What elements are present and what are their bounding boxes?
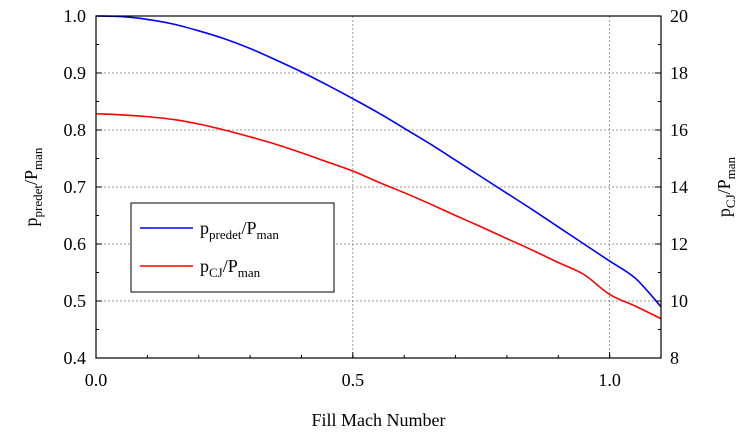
right-axis-title-sub2: man [723, 156, 738, 179]
legend-ppredet-sub2: man [257, 227, 280, 242]
left-axis-title-sub2: man [30, 147, 45, 170]
tick-marks [95, 15, 661, 359]
left-tick-label: 0.5 [64, 291, 87, 311]
right-tick-label: 12 [670, 234, 688, 254]
series-line-ppredet [95, 15, 662, 308]
right-tick-label: 8 [670, 348, 679, 368]
tick-labels: 0.4 0.5 0.6 0.7 0.8 0.9 1.0 8 10 12 14 16 18 20 0.0 0.5… [64, 6, 689, 390]
x-tick-label: 0.0 [85, 370, 108, 390]
right-tick-label: 20 [670, 6, 688, 26]
left-tick-label: 0.7 [64, 177, 87, 197]
left-tick-label: 0.6 [64, 234, 87, 254]
legend-label-ppredet: ppredet/Pman [200, 218, 279, 242]
right-axis-title: pCJ/Pman [714, 156, 738, 217]
legend-pcj-base: p [200, 256, 209, 276]
legend-pcj-sub: CJ [209, 265, 223, 280]
legend-label-pcj: pCJ/Pman [200, 256, 261, 280]
left-tick-label: 0.4 [64, 348, 87, 368]
right-tick-label: 10 [670, 291, 688, 311]
grid-lines [96, 16, 661, 358]
legend-pcj-sub2: man [238, 265, 261, 280]
left-tick-label: 1.0 [64, 6, 87, 26]
x-tick-label: 0.5 [342, 370, 365, 390]
series-layer [95, 15, 662, 320]
left-axis-title-sub: predet [30, 185, 45, 218]
left-axis-title: ppredet/Pman [21, 147, 45, 226]
legend-ppredet-mid: /P [241, 218, 256, 238]
left-axis-title-mid: /P [21, 170, 41, 185]
legend-box [130, 202, 335, 293]
legend-ppredet-sub: predet [209, 227, 242, 242]
legend-ppredet-base: p [200, 218, 209, 238]
x-axis-title: Fill Mach Number [312, 410, 446, 430]
right-axis-title-sub: CJ [723, 194, 738, 208]
legend: ppredet/Pman pCJ/Pman [130, 202, 335, 293]
left-tick-label: 0.9 [64, 63, 87, 83]
right-axis-title-mid: /P [714, 179, 734, 194]
right-tick-label: 18 [670, 63, 688, 83]
left-axis-title-base: p [21, 217, 41, 226]
left-tick-label: 0.8 [64, 120, 87, 140]
right-tick-label: 16 [670, 120, 688, 140]
x-tick-label: 1.0 [598, 370, 621, 390]
legend-pcj-mid: /P [223, 256, 238, 276]
right-tick-label: 14 [670, 177, 688, 197]
right-axis-title-base: p [714, 208, 734, 217]
series-line-pcj [95, 112, 662, 320]
